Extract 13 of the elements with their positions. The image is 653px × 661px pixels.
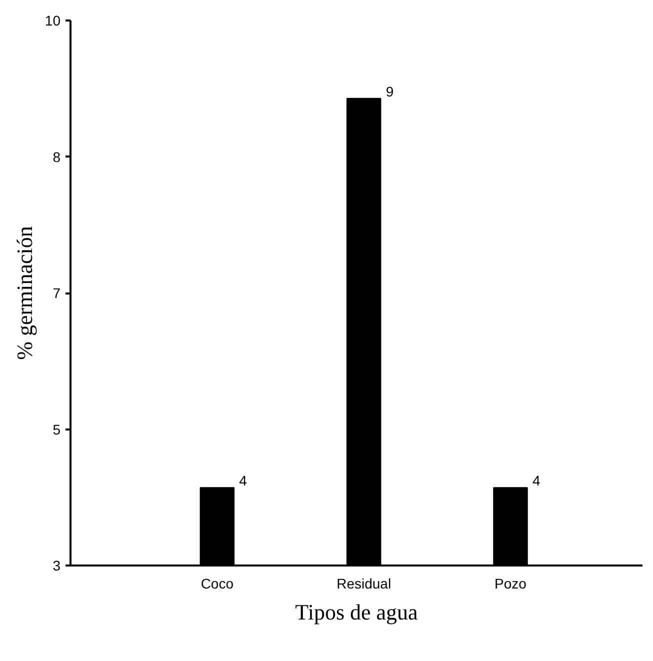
y-tick-label: 10	[44, 12, 61, 28]
x-tick-label: Pozo	[494, 576, 527, 592]
data-label: 9	[386, 83, 394, 100]
y-tick-label: 8	[52, 148, 61, 165]
x-tick-label: Residual	[336, 576, 392, 592]
y-tick-label: 5	[52, 421, 61, 438]
data-label: 4	[239, 472, 248, 489]
y-axis-title: % germinación	[12, 226, 37, 360]
y-tick-label: 3	[52, 558, 61, 574]
y-tick-label: 7	[52, 285, 61, 301]
data-label: 4	[532, 472, 540, 489]
x-tick-label: Coco	[200, 576, 234, 592]
x-axis-title: Tipos de agua	[295, 600, 418, 624]
